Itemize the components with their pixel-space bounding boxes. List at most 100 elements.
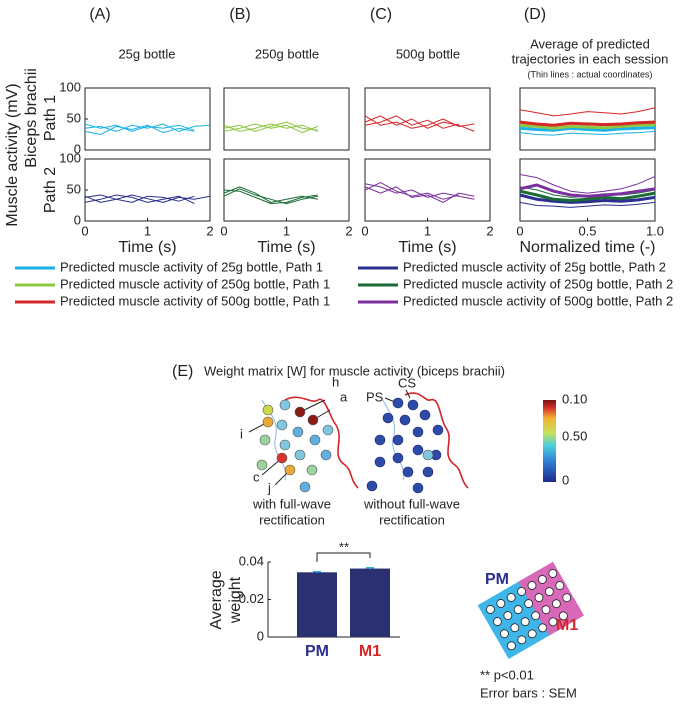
series-line — [519, 174, 656, 194]
panel-label: (A) — [89, 6, 110, 23]
series-line — [223, 123, 318, 134]
diagram-label: CS — [398, 375, 416, 390]
series-line — [223, 121, 318, 132]
area-label: PM — [485, 571, 509, 588]
colorbar-label: 0.10 — [562, 391, 587, 406]
colorbar-label: 0 — [562, 472, 569, 487]
caption: without full-wave — [363, 496, 460, 511]
x-tick-label: 0 — [81, 223, 88, 238]
diagram-right — [366, 389, 469, 494]
x-axis-label: Time (s) — [398, 239, 456, 256]
series-line — [519, 123, 656, 130]
column-title: 250g bottle — [255, 46, 319, 61]
series-line — [519, 120, 656, 127]
series-line — [223, 189, 318, 205]
legend-label: Predicted muscle activity of 250g bottle… — [60, 276, 330, 291]
diagram-label: j — [267, 480, 271, 495]
y-tick-label: 100 — [59, 79, 81, 94]
panel-label: (B) — [229, 6, 250, 23]
area-label: M1 — [556, 617, 578, 634]
x-tick-label: 2 — [486, 223, 493, 238]
legend-label: Predicted muscle activity of 250g bottle… — [403, 276, 673, 291]
series-line — [223, 123, 318, 132]
x-tick-label: 1 — [283, 223, 290, 238]
series-line — [84, 124, 195, 135]
x-tick-label: 2 — [206, 223, 213, 238]
note: Error bars : SEM — [480, 685, 577, 700]
diagram-label: a — [340, 389, 348, 404]
x-axis-label: Normalized time (-) — [519, 239, 655, 256]
x-axis-label: Time (s) — [118, 239, 176, 256]
series-line — [519, 126, 656, 132]
colorbar — [543, 400, 556, 482]
plot-frame — [84, 87, 211, 151]
x-tick-label: 0 — [516, 223, 523, 238]
y-tick-label: 0 — [74, 212, 81, 227]
series-line — [223, 188, 318, 205]
panel-title: Weight matrix [W] for muscle activity (b… — [204, 363, 505, 378]
electrode-array — [477, 561, 584, 659]
x-tick-label: PM — [305, 643, 329, 660]
plot-frame — [519, 158, 656, 222]
significance-bracket — [316, 552, 371, 562]
series-line — [364, 183, 475, 200]
x-axis-label: Time (s) — [257, 239, 315, 256]
series-line — [364, 182, 459, 200]
series-line — [364, 115, 459, 129]
x-tick-label: 1 — [424, 223, 431, 238]
row-label: Path 2 — [42, 167, 59, 213]
y-axis-label: weight — [227, 576, 244, 624]
y-axis-label: Average — [208, 570, 225, 629]
note: ** p<0.01 — [480, 667, 534, 682]
panel-label: (E) — [172, 363, 193, 380]
y-tick-label: 0.02 — [239, 591, 264, 606]
diagram-left — [248, 396, 359, 493]
series-line — [364, 115, 475, 129]
bar — [350, 568, 390, 637]
series-line — [84, 194, 211, 203]
column-title: Average of predicted — [530, 36, 650, 51]
caption: rectification — [259, 512, 325, 527]
row-label: Path 1 — [42, 95, 59, 141]
plot-frame — [519, 87, 656, 151]
y-tick-label: 50 — [67, 110, 81, 125]
caption: with full-wave — [252, 496, 331, 511]
legend-label: Predicted muscle activity of 25g bottle,… — [403, 259, 666, 274]
plot-frame — [364, 87, 491, 151]
panel-label: (D) — [524, 6, 546, 23]
column-title: 25g bottle — [118, 46, 175, 61]
x-tick-label: 1 — [144, 223, 151, 238]
diagram-label: h — [332, 374, 339, 389]
y-tick-label: 0 — [74, 141, 81, 156]
colorbar-label: 0.50 — [562, 428, 587, 443]
diagram-label: PS — [366, 389, 384, 404]
legend-label: Predicted muscle activity of 25g bottle,… — [60, 259, 323, 274]
plot-frame — [223, 87, 350, 151]
series-line — [223, 186, 318, 203]
y-tick-label: 0.04 — [239, 553, 264, 568]
column-title: trajectories in each session — [512, 51, 669, 66]
significance: ** — [339, 539, 349, 554]
column-title: 500g bottle — [396, 46, 460, 61]
x-tick-label: 2 — [345, 223, 352, 238]
series-line — [519, 189, 656, 202]
y-tick-label: 50 — [67, 181, 81, 196]
bar — [297, 572, 337, 637]
x-tick-label: 0 — [220, 223, 227, 238]
series-line — [519, 130, 656, 136]
x-tick-label: 0 — [361, 223, 368, 238]
series-line — [519, 201, 656, 208]
legend-label: Predicted muscle activity of 500g bottle… — [60, 293, 330, 308]
x-tick-label: M1 — [359, 643, 381, 660]
legend-label: Predicted muscle activity of 500g bottle… — [403, 293, 673, 308]
x-tick-label: 0.5 — [578, 223, 596, 238]
panel-label: (C) — [370, 6, 392, 23]
series-line — [84, 194, 195, 205]
series-line — [519, 183, 656, 198]
diagram-label: i — [240, 426, 243, 441]
y-tick-label: 100 — [59, 150, 81, 165]
series-line — [84, 123, 195, 132]
series-line — [364, 186, 475, 203]
series-line — [519, 193, 656, 204]
